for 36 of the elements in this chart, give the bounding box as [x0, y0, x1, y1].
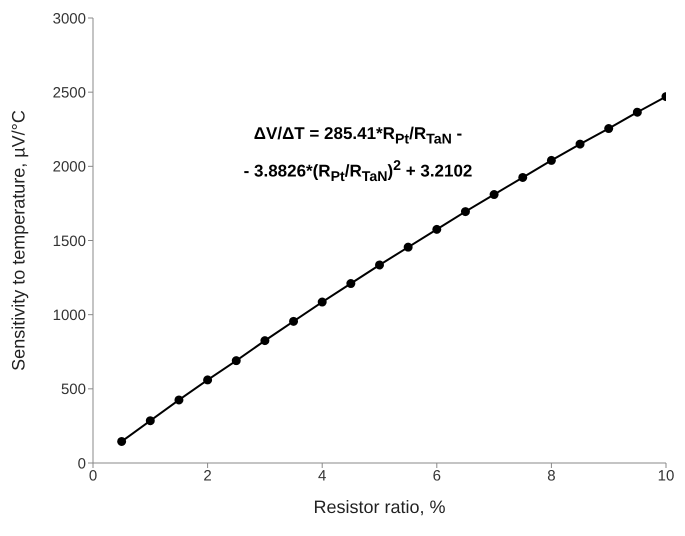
point	[289, 316, 298, 326]
point	[490, 190, 499, 200]
y-tick-label: 500	[60, 381, 86, 398]
point	[232, 356, 241, 366]
y-tick-label: 1500	[52, 232, 86, 250]
point	[346, 279, 356, 288]
point	[546, 156, 556, 165]
point	[518, 172, 528, 182]
y-tick-label: 2000	[52, 158, 86, 176]
point	[318, 298, 327, 307]
x-tick-label: 4	[318, 468, 326, 485]
point	[117, 436, 126, 446]
point	[576, 140, 585, 149]
x-tick-label: 10	[658, 468, 674, 485]
y-tick-label: 0	[78, 455, 86, 472]
point	[375, 260, 384, 270]
x-axis-title: Resistor ratio, %	[313, 497, 446, 517]
point	[146, 416, 155, 426]
y-tick-label: 2500	[52, 84, 86, 102]
x-tick-label: 2	[203, 468, 212, 485]
point	[460, 207, 470, 216]
annotation: ΔV/ΔT = 285.41*R$_{Pt}$/R$_{TaN}$ -	[252, 123, 464, 150]
x-tick-label: 8	[547, 468, 556, 485]
annotation: - 3.8826*(R$_{Pt}$/R$_{TaN}$)$^{2}$ + 3.2102	[242, 157, 474, 188]
point	[174, 395, 184, 404]
y-tick-label: 1000	[52, 306, 86, 324]
point	[632, 108, 642, 117]
x-tick-label: 0	[88, 468, 98, 485]
point	[604, 124, 614, 134]
x-tick-label: 6	[432, 468, 441, 485]
point	[432, 224, 442, 234]
y-tick-label: 3000	[52, 10, 86, 28]
point	[203, 375, 212, 384]
point	[260, 336, 270, 346]
y-axis-title: Sensitivity to temperature, µV/°C	[8, 110, 28, 371]
point	[404, 242, 413, 252]
